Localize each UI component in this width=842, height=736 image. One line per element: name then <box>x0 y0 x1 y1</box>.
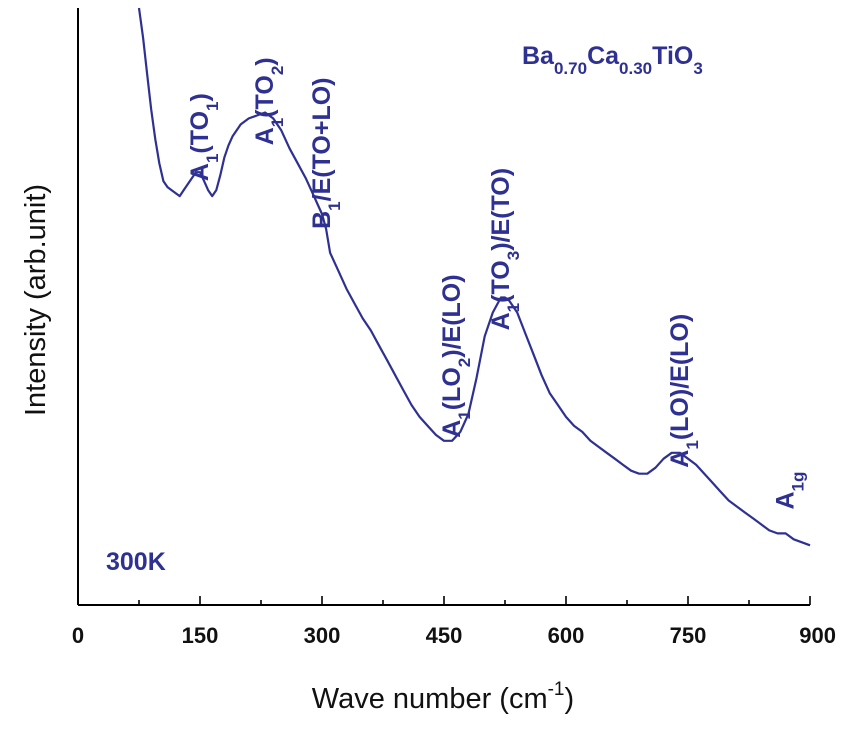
label-text: Ba <box>522 42 555 70</box>
label-text: (TO <box>251 75 279 118</box>
peak-label: A1(LO)/E(LO) <box>666 314 702 468</box>
label-text: A <box>251 127 279 145</box>
label-text: (LO)/E(LO) <box>666 314 694 440</box>
x-axis-title-sup: -1 <box>548 679 565 700</box>
x-tick-label: 900 <box>799 623 836 648</box>
label-subscript: 1g <box>788 472 807 492</box>
peak-label: B1/E(TO+LO) <box>308 78 344 229</box>
x-axis-title-main: Wave number (cm <box>312 683 548 715</box>
x-axis-title-tail: ) <box>565 683 575 715</box>
label-subscript: 2 <box>268 66 287 75</box>
label-text: Ca <box>587 42 620 70</box>
label-subscript: 3 <box>693 59 702 78</box>
peak-label: A1(TO3)/E(TO) <box>487 168 523 330</box>
label-text: A <box>666 450 694 468</box>
x-axis-tick-labels: 0 150 300 450 600 750 900 <box>72 623 836 648</box>
label-subscript: 1 <box>203 102 222 111</box>
x-tick-label: 750 <box>670 623 707 648</box>
temperature-label: 300K <box>106 548 166 576</box>
x-axis-title: Wave number (cm-1) <box>312 679 574 715</box>
label-subscript: 0.30 <box>619 59 652 78</box>
label-subscript: 0.70 <box>554 59 587 78</box>
x-tick-label: 450 <box>426 623 463 648</box>
label-subscript: 1 <box>682 440 701 449</box>
peak-label: A1(LO2)/E(LO) <box>438 274 474 437</box>
label-subscript: 1 <box>203 154 222 163</box>
label-subscript: 1 <box>325 201 344 210</box>
peak-label: A1(TO2) <box>251 57 287 145</box>
label-text: A <box>487 312 515 330</box>
label-text: ) <box>186 93 214 101</box>
label-subscript: 1 <box>268 118 287 127</box>
label-text: TiO <box>652 42 693 70</box>
x-tick-label: 150 <box>182 623 219 648</box>
label-subscript: 1 <box>503 303 522 312</box>
label-subscript: 3 <box>503 251 522 260</box>
x-tick-label: 300 <box>304 623 341 648</box>
spectrum-line <box>137 7 811 547</box>
label-text: (TO <box>487 260 515 303</box>
label-text: (TO <box>186 111 214 154</box>
label-text: (LO <box>438 367 466 410</box>
composition-label: Ba0.70Ca0.30TiO3 <box>522 42 703 78</box>
x-tick-label: 600 <box>548 623 585 648</box>
y-axis-title: Intensity (arb.unit) <box>20 184 52 416</box>
label-text: /E(TO+LO) <box>308 78 336 202</box>
x-tick-label: 0 <box>72 623 84 648</box>
label-text: A <box>772 491 800 509</box>
label-text: A <box>186 163 214 181</box>
label-subscript: 2 <box>455 358 474 367</box>
label-text: ) <box>251 57 279 65</box>
peak-label: A1g <box>772 472 808 510</box>
label-text: A <box>438 420 466 438</box>
peak-labels: A1(TO1)A1(TO2)B1/E(TO+LO)A1(LO2)/E(LO) A1… <box>186 57 807 509</box>
x-axis-ticks <box>77 596 811 605</box>
label-text: )/E(TO) <box>487 168 515 251</box>
peak-label: A1(TO1) <box>186 93 222 181</box>
label-subscript: 1 <box>455 410 474 419</box>
label-text: B <box>308 211 336 229</box>
label-text: )/E(LO) <box>438 274 466 357</box>
